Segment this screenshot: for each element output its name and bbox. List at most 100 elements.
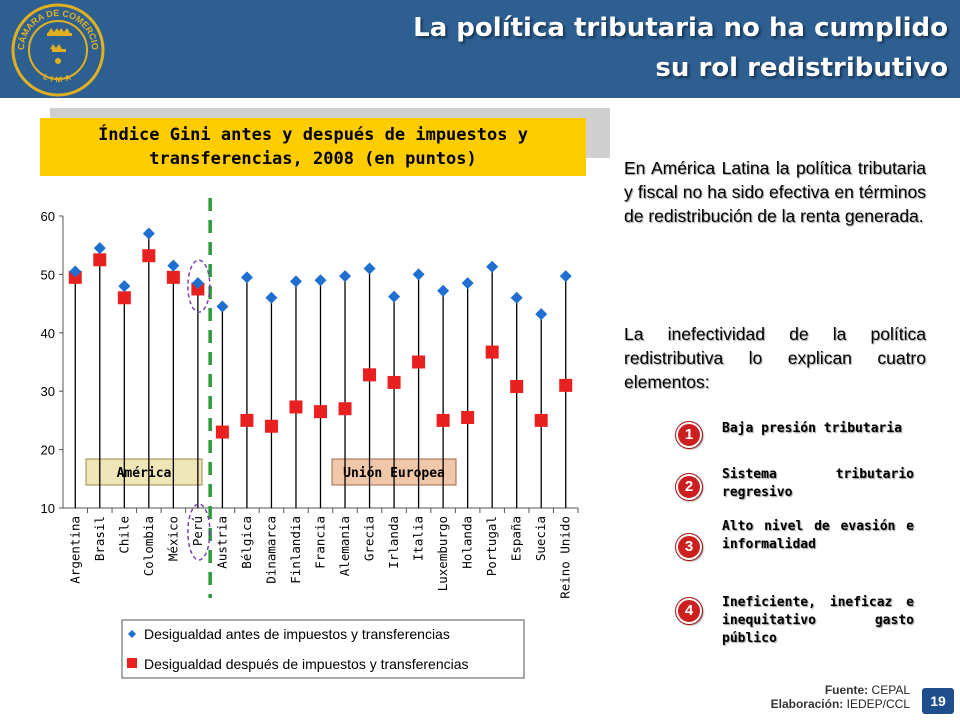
point-antes <box>314 274 327 287</box>
point-despues <box>117 291 131 305</box>
group-label-america: América <box>117 466 172 481</box>
y-tick-label: 60 <box>41 209 55 224</box>
point-antes <box>93 242 106 255</box>
gini-chart: 10 20 30 40 50 60 Argentina Brasil Chile Colombia… <box>41 198 579 679</box>
point-despues <box>412 355 426 369</box>
x-tick-label: Grecia <box>362 516 377 561</box>
y-tick-label: 10 <box>41 501 55 516</box>
element-item-4: 4 Ineficiente, ineficaz e inequitativo g… <box>675 594 914 654</box>
x-tick-label: Dinamarca <box>263 516 278 584</box>
point-despues <box>485 345 499 359</box>
legend-label-despues: Desigualdad después de impuestos y trans… <box>144 656 469 672</box>
page-title: La política tributaria no ha cumplido su… <box>248 8 948 88</box>
elaboration-value: IEDEP/CCL <box>846 697 910 711</box>
highlight-ellipse-peru-label <box>187 503 211 561</box>
point-despues <box>215 425 229 439</box>
point-antes <box>339 270 352 283</box>
chamber-of-commerce-logo: CÁMARA DE COMERCIO LIMA <box>11 3 105 97</box>
group-box-america: América <box>85 458 203 486</box>
x-tick-label: España <box>509 516 524 561</box>
x-tick-label: Francia <box>313 516 328 569</box>
point-despues <box>436 413 450 427</box>
x-tick-label: Brasil <box>92 516 107 561</box>
point-despues <box>289 400 303 414</box>
x-tick-label: Bélgica <box>239 516 254 569</box>
x-tick-label: Reino Unido <box>558 516 573 599</box>
legend-square-marker <box>127 658 137 668</box>
point-despues <box>338 402 352 416</box>
point-antes <box>412 268 425 281</box>
source-note: Fuente: CEPAL Elaboración: IEDEP/CCL <box>771 683 910 711</box>
element-text-2: Sistema tributario regresivo <box>722 467 914 500</box>
point-despues <box>387 375 401 389</box>
x-tick-label: Italia <box>411 516 426 561</box>
title-line-1: La política tributaria no ha cumplido <box>413 13 948 43</box>
x-tick-label: Finlandia <box>288 516 303 584</box>
point-despues <box>559 378 573 392</box>
highlight-ellipse-peru-values <box>187 259 211 313</box>
point-despues <box>264 419 278 433</box>
x-tick-label: Colombia <box>141 516 156 576</box>
point-antes <box>265 291 278 304</box>
point-despues <box>240 413 254 427</box>
paragraph-2: La inefectividad de la política redistri… <box>624 324 926 392</box>
x-tick-label: Irlanda <box>386 516 401 569</box>
point-despues <box>461 410 475 424</box>
element-item-1: 1 Baja presión tributaria <box>675 420 914 480</box>
element-text-1: Baja presión tributaria <box>722 421 903 436</box>
point-antes <box>437 284 450 297</box>
point-antes <box>486 260 499 273</box>
source-value: CEPAL <box>871 683 910 697</box>
element-text-4: Ineficiente, ineficaz e inequitativo gas… <box>722 595 914 646</box>
point-antes <box>191 277 204 290</box>
point-antes <box>240 271 253 284</box>
number-badge-3: 3 <box>675 533 703 561</box>
y-tick-label: 50 <box>41 267 55 282</box>
point-antes <box>167 259 180 272</box>
point-antes <box>289 275 302 288</box>
x-tick-label: Suecia <box>533 516 548 561</box>
point-antes <box>388 290 401 303</box>
source-label: Fuente: <box>824 683 869 697</box>
x-tick-label: Alemania <box>337 516 352 576</box>
point-despues <box>142 249 156 263</box>
element-item-3: 3 Alto nivel de evasión e informalidad <box>675 518 914 578</box>
point-despues <box>510 380 524 394</box>
elaboration-label: Elaboración: <box>770 697 844 711</box>
page-number: 19 <box>922 688 954 714</box>
point-antes <box>216 300 229 313</box>
point-antes <box>118 280 131 293</box>
point-antes <box>363 262 376 275</box>
chart-title: Índice Gini antes y después de impuestos… <box>40 118 586 176</box>
point-despues <box>93 253 107 267</box>
x-tick-label: México <box>165 516 180 561</box>
point-despues <box>314 405 327 419</box>
element-item-2: 2 Sistema tributario regresivo <box>675 466 914 526</box>
point-antes <box>559 270 572 283</box>
point-antes <box>510 291 523 304</box>
x-tick-label: Perú <box>190 516 205 546</box>
number-badge-4: 4 <box>675 597 703 625</box>
x-tick-label: Portugal <box>484 516 499 576</box>
point-despues <box>534 413 548 427</box>
chart-legend: Desigualdad antes de impuestos y transfe… <box>121 619 525 679</box>
header-bar: CÁMARA DE COMERCIO LIMA La política trib… <box>0 0 960 98</box>
point-antes <box>461 277 474 290</box>
x-tick-label: Holanda <box>460 516 475 569</box>
element-text-3: Alto nivel de evasión e informalidad <box>722 519 914 552</box>
x-tick-label: Chile <box>116 516 131 554</box>
point-despues <box>166 270 180 284</box>
chart-title-line-1: Índice Gini antes y después de impuestos… <box>98 125 528 145</box>
point-antes <box>535 308 548 321</box>
title-line-2: su rol redistributivo <box>655 53 948 83</box>
legend-label-antes: Desigualdad antes de impuestos y transfe… <box>144 626 450 642</box>
x-tick-label: Austria <box>214 516 229 569</box>
point-antes <box>69 265 82 278</box>
y-tick-label: 40 <box>41 326 55 341</box>
x-tick-label: Argentina <box>67 516 82 584</box>
number-badge-1: 1 <box>675 421 703 449</box>
paragraph-1: En América Latina la política tributaria… <box>624 158 926 226</box>
y-tick-label: 30 <box>41 384 55 399</box>
chart-title-line-2: transferencias, 2008 (en puntos) <box>149 149 477 169</box>
x-tick-label: Luxemburgo <box>435 516 450 591</box>
